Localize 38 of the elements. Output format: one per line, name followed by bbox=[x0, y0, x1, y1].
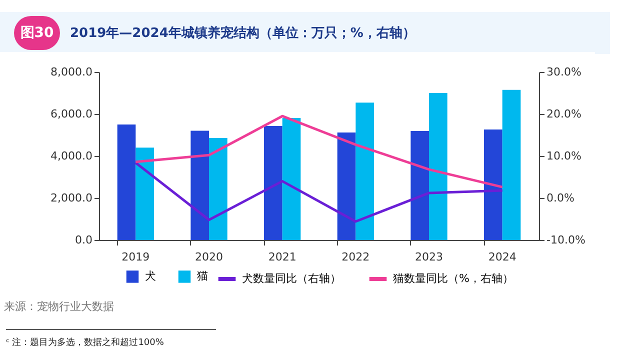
bar bbox=[264, 126, 282, 240]
x-tick-label: 2023 bbox=[415, 250, 443, 264]
bar bbox=[209, 138, 228, 240]
y2-tick-label: 30.0% bbox=[546, 66, 582, 78]
x-tick-label: 2019 bbox=[122, 250, 150, 264]
y2-tick-label: 10.0% bbox=[546, 150, 582, 162]
x-tick-label: 2020 bbox=[195, 250, 223, 264]
bar bbox=[410, 131, 429, 240]
y2-tick-label: -10.0% bbox=[546, 234, 586, 246]
bar bbox=[282, 118, 301, 240]
bar bbox=[337, 132, 356, 240]
text: ᶜ 注：题目为多选，数据之和超过100% bbox=[6, 336, 164, 349]
bar bbox=[356, 102, 374, 240]
legend-label: 猫数量同比（%，右轴） bbox=[393, 272, 514, 285]
y-tick-label: 2,000.0 bbox=[50, 192, 92, 204]
line-series bbox=[134, 161, 504, 223]
x-tick-label: 2024 bbox=[488, 250, 516, 264]
line-series bbox=[134, 114, 504, 188]
legend-label: 猫 bbox=[197, 270, 208, 283]
y2-tick-label: 0.0% bbox=[546, 192, 574, 204]
bar bbox=[117, 124, 136, 240]
caption: 图30 bbox=[14, 16, 60, 50]
bar bbox=[484, 130, 502, 240]
x-tick-label: 2022 bbox=[342, 250, 370, 264]
bar bbox=[502, 90, 521, 240]
bar bbox=[190, 130, 209, 240]
bar bbox=[136, 148, 154, 240]
y2-tick-label: 20.0% bbox=[546, 108, 582, 120]
chart-title: 2019年—2024年城镇养宠结构（单位：万只；%，右轴） bbox=[70, 24, 416, 42]
y-tick-label: 0.0 bbox=[75, 234, 92, 246]
source-note: 来源：宠物行业大数据 bbox=[4, 299, 114, 314]
y-tick-label: 6,000.0 bbox=[50, 108, 92, 120]
x-tick-label: 2021 bbox=[268, 250, 296, 264]
legend-label: 犬 bbox=[145, 270, 156, 283]
y-tick-label: 8,000.0 bbox=[50, 66, 92, 78]
bar bbox=[429, 93, 448, 240]
legend-label: 犬数量同比（右轴） bbox=[242, 272, 341, 285]
y-tick-label: 4,000.0 bbox=[50, 150, 92, 162]
